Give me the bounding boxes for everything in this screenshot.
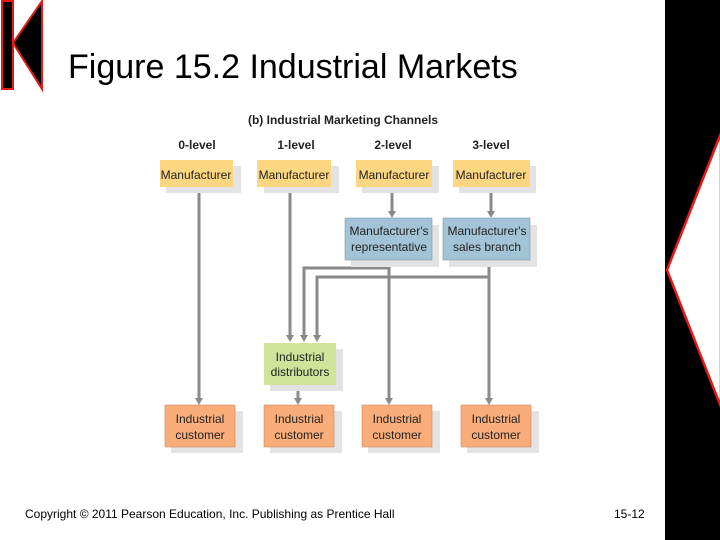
manufacturer-box-0: Manufacturer [160, 160, 241, 193]
copyright-text: Copyright © 2011 Pearson Education, Inc.… [25, 507, 395, 521]
slide-title: Figure 15.2 Industrial Markets [68, 48, 518, 86]
customer-box-0: Industrial customer [164, 404, 243, 453]
next-slide-panel[interactable] [665, 0, 720, 540]
svg-text:customer: customer [471, 428, 520, 442]
customer-box-3: Industrial customer [460, 404, 539, 453]
manufacturer-box-3: Manufacturer [453, 160, 536, 193]
back-triangle-icon [11, 0, 43, 93]
svg-text:sales branch: sales branch [453, 240, 521, 254]
svg-text:Industrial: Industrial [472, 412, 521, 426]
svg-text:Manufacturer: Manufacturer [359, 168, 430, 182]
customer-box-2: Industrial customer [361, 404, 440, 453]
svg-text:customer: customer [372, 428, 421, 442]
svg-text:distributors: distributors [271, 365, 330, 379]
svg-text:Manufacturer: Manufacturer [259, 168, 330, 182]
level-3-label: 3-level [472, 138, 509, 152]
level-0-label: 0-level [178, 138, 215, 152]
manufacturer-box-1: Manufacturer [257, 160, 339, 193]
sales-branch-box: Manufacturer's sales branch [442, 217, 537, 267]
svg-text:customer: customer [274, 428, 323, 442]
manufacturer-box-2: Manufacturer [356, 160, 439, 193]
svg-text:Manufacturer's: Manufacturer's [350, 224, 429, 238]
svg-text:customer: customer [175, 428, 224, 442]
svg-text:Industrial: Industrial [275, 412, 324, 426]
back-bar-icon [1, 0, 14, 90]
arrowheads [195, 211, 495, 405]
next-slide-icon[interactable] [665, 132, 720, 408]
level-2-label: 2-level [374, 138, 411, 152]
representative-box: Manufacturer's representative [344, 217, 439, 267]
previous-slide-button[interactable] [0, 0, 50, 95]
svg-text:Industrial: Industrial [373, 412, 422, 426]
page-number: 15-12 [614, 507, 645, 521]
svg-text:Industrial: Industrial [176, 412, 225, 426]
svg-text:Industrial: Industrial [276, 350, 325, 364]
svg-text:representative: representative [351, 240, 427, 254]
customer-box-1: Industrial customer [263, 404, 342, 453]
industrial-channels-diagram: (b) Industrial Marketing Channels 0-leve… [160, 113, 539, 453]
diagram-title: (b) Industrial Marketing Channels [248, 113, 438, 127]
svg-text:Manufacturer's: Manufacturer's [448, 224, 527, 238]
level-1-label: 1-level [277, 138, 314, 152]
svg-text:Manufacturer: Manufacturer [456, 168, 527, 182]
svg-text:Manufacturer: Manufacturer [161, 168, 232, 182]
